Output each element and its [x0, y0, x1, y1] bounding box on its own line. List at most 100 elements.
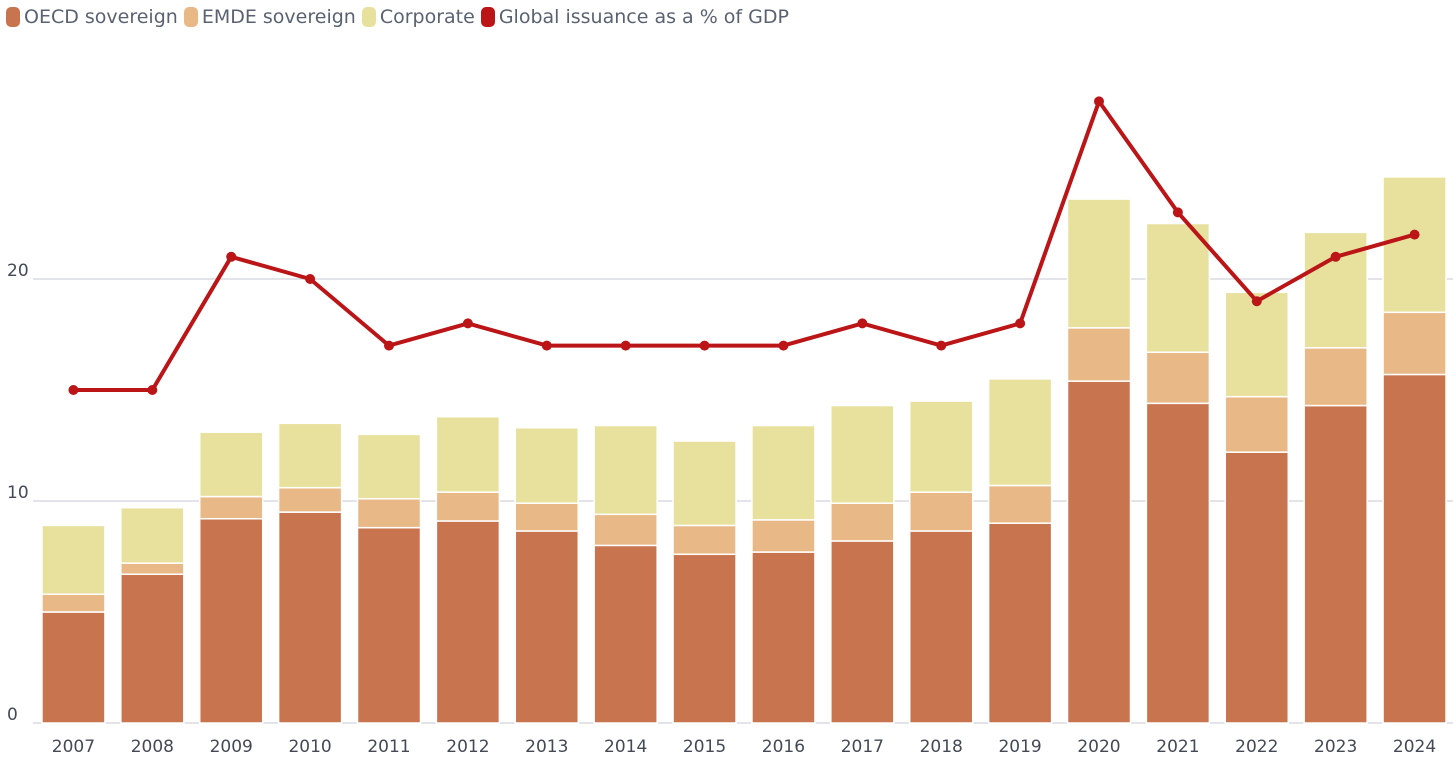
bar-corporate-2010[interactable] [277, 422, 343, 489]
y-tick-label: 10 [7, 483, 29, 503]
bar-emde-sovereign-2016[interactable] [751, 519, 816, 553]
legend-swatch [361, 7, 376, 27]
bar-oecd-sovereign-2020[interactable] [1066, 380, 1132, 724]
bar-oecd-sovereign-2012[interactable] [435, 520, 501, 724]
bars [41, 176, 1447, 724]
bar-corporate-2022[interactable] [1224, 291, 1290, 398]
bar-corporate-2012[interactable] [435, 415, 501, 493]
bar-emde-sovereign-2018[interactable] [908, 491, 974, 532]
bar-emde-sovereign-2008[interactable] [120, 562, 185, 576]
x-tick-label: 2018 [920, 737, 963, 757]
bar-oecd-sovereign-2018[interactable] [908, 530, 974, 724]
line-point-2009[interactable] [226, 251, 237, 262]
bar-emde-sovereign-2014[interactable] [593, 513, 658, 547]
line-point-2015[interactable] [699, 340, 710, 351]
bar-oecd-sovereign-2013[interactable] [514, 530, 580, 724]
line-point-2020[interactable] [1094, 96, 1104, 107]
x-tick-label: 2014 [604, 737, 647, 757]
bar-emde-sovereign-2009[interactable] [198, 495, 264, 520]
gridlines [33, 278, 1453, 724]
bar-oecd-sovereign-2016[interactable] [751, 551, 816, 724]
bar-oecd-sovereign-2023[interactable] [1303, 404, 1368, 724]
y-tick-label: 0 [7, 705, 18, 725]
bar-emde-sovereign-2010[interactable] [277, 486, 343, 513]
bar-emde-sovereign-2012[interactable] [435, 491, 501, 522]
line-point-2021[interactable] [1172, 207, 1183, 218]
legend-label: Global issuance as a % of GDP [498, 6, 789, 28]
bar-corporate-2021[interactable] [1145, 222, 1211, 354]
bar-oecd-sovereign-2007[interactable] [41, 611, 106, 724]
line-point-2023[interactable] [1330, 251, 1341, 262]
bar-emde-sovereign-2020[interactable] [1066, 327, 1132, 382]
bar-emde-sovereign-2011[interactable] [356, 498, 422, 529]
x-tick-label: 2021 [1156, 737, 1199, 757]
line-point-2012[interactable] [462, 318, 473, 329]
x-tick-label: 2007 [52, 737, 95, 757]
bar-oecd-sovereign-2024[interactable] [1382, 373, 1447, 724]
legend-swatch [183, 7, 198, 27]
bar-emde-sovereign-2007[interactable] [41, 593, 106, 613]
line-point-2007[interactable] [68, 385, 79, 395]
x-tick-label: 2022 [1235, 737, 1278, 757]
line-point-2017[interactable] [857, 318, 868, 329]
bar-corporate-2016[interactable] [751, 424, 816, 521]
bar-corporate-2017[interactable] [830, 404, 895, 504]
x-tick-label: 2017 [841, 737, 884, 757]
bar-emde-sovereign-2021[interactable] [1145, 351, 1211, 405]
line-series [68, 96, 1420, 395]
bar-corporate-2020[interactable] [1066, 198, 1132, 329]
line-point-2011[interactable] [384, 340, 394, 351]
bar-oecd-sovereign-2014[interactable] [593, 544, 658, 724]
bar-emde-sovereign-2019[interactable] [987, 484, 1053, 524]
y-axis: 0 10 20 [7, 261, 29, 725]
bar-corporate-2015[interactable] [672, 440, 737, 527]
legend-label: OECD sovereign [24, 6, 178, 28]
bar-oecd-sovereign-2019[interactable] [987, 522, 1053, 724]
bar-corporate-2007[interactable] [41, 524, 106, 595]
bar-emde-sovereign-2024[interactable] [1382, 311, 1447, 376]
bar-emde-sovereign-2013[interactable] [514, 502, 580, 532]
bar-emde-sovereign-2022[interactable] [1224, 395, 1290, 453]
line-point-2018[interactable] [936, 340, 947, 351]
bar-oecd-sovereign-2008[interactable] [120, 573, 185, 724]
bar-corporate-2009[interactable] [198, 431, 264, 498]
bar-corporate-2008[interactable] [120, 506, 185, 564]
legend-item[interactable]: Corporate [361, 6, 475, 28]
bar-corporate-2018[interactable] [908, 400, 974, 493]
bar-corporate-2019[interactable] [987, 378, 1053, 487]
line-point-2013[interactable] [541, 340, 552, 351]
bar-emde-sovereign-2015[interactable] [672, 524, 737, 556]
bar-oecd-sovereign-2010[interactable] [277, 511, 343, 724]
line-point-2019[interactable] [1015, 318, 1026, 329]
line-point-2010[interactable] [305, 274, 316, 284]
x-tick-label: 2015 [683, 737, 726, 757]
x-tick-label: 2012 [446, 737, 489, 757]
bar-oecd-sovereign-2011[interactable] [356, 526, 422, 724]
line-point-2008[interactable] [147, 385, 158, 395]
bar-emde-sovereign-2017[interactable] [830, 502, 895, 542]
legend-item[interactable]: OECD sovereign [6, 6, 178, 28]
line-point-2022[interactable] [1251, 296, 1262, 307]
y-tick-label: 20 [7, 261, 29, 281]
bar-oecd-sovereign-2021[interactable] [1145, 402, 1211, 724]
legend-item[interactable]: EMDE sovereign [183, 6, 356, 28]
bar-oecd-sovereign-2009[interactable] [198, 518, 264, 724]
x-axis: 2007 2008 2009 2010 2011 2012 2013 2014 2015 2016… [52, 737, 1436, 757]
legend-label: Corporate [379, 6, 475, 28]
bar-emde-sovereign-2023[interactable] [1303, 347, 1368, 407]
bar-corporate-2014[interactable] [593, 424, 658, 516]
bar-corporate-2013[interactable] [514, 426, 580, 504]
bar-oecd-sovereign-2022[interactable] [1224, 451, 1290, 724]
x-tick-label: 2011 [367, 737, 410, 757]
bar-corporate-2011[interactable] [356, 433, 422, 500]
legend-item[interactable]: Global issuance as a % of GDP [480, 6, 789, 28]
line-point-2014[interactable] [620, 340, 631, 351]
x-tick-label: 2019 [998, 737, 1041, 757]
bar-corporate-2024[interactable] [1382, 176, 1447, 314]
bar-oecd-sovereign-2017[interactable] [830, 540, 895, 724]
line-point-2024[interactable] [1409, 229, 1420, 240]
bar-oecd-sovereign-2015[interactable] [672, 553, 737, 724]
legend-swatch [6, 7, 20, 27]
line-point-2016[interactable] [778, 340, 789, 351]
